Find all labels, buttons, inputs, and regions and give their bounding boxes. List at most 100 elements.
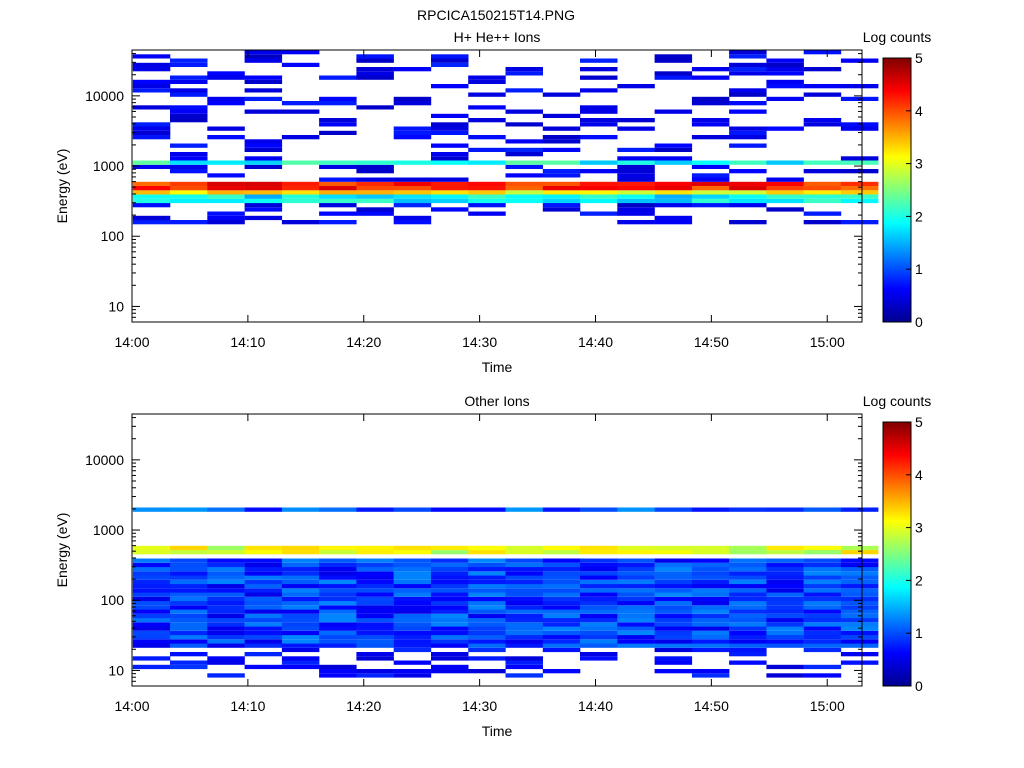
heatmap-cell [207,550,245,555]
heatmap-cell [840,558,879,563]
heatmap-cells [132,507,879,678]
heatmap-cell [281,635,320,640]
heatmap-cell [691,173,730,178]
heatmap-cell [654,147,693,152]
heatmap-cell [766,643,804,648]
heatmap-cell [505,109,543,114]
heatmap-cell [766,96,804,101]
heatmap-cell [840,579,879,585]
heatmap-cell [580,643,618,648]
heatmap-cell [281,198,320,204]
heatmap-cell [542,639,581,644]
heatmap-cell [617,588,655,593]
heatmap-cell [580,105,618,110]
heatmap-cell [244,186,283,191]
heatmap-cell [431,652,469,657]
heatmap-cell [542,588,581,593]
colorbar-tick-label: 3 [915,520,923,536]
heatmap-cell [654,647,693,653]
heatmap-cell [244,609,283,614]
heatmap-cell [505,567,543,572]
heatmap-cell [281,656,320,661]
heatmap-cell [691,75,730,80]
heatmap-cell [542,181,581,186]
heatmap-cell [580,579,618,585]
colorbar [882,421,912,687]
x-axis-label: Time [482,723,513,739]
heatmap-cell [170,62,208,67]
heatmap-cell [468,203,506,208]
heatmap-cell [281,135,320,140]
heatmap-cell [729,647,767,653]
heatmap-cell [766,550,804,555]
heatmap-cell [580,567,618,572]
heatmap-cell [766,207,804,212]
heatmap-cell [170,550,208,555]
heatmap-cell [542,613,581,619]
heatmap-cell [542,575,581,580]
heatmap-cell [542,562,581,568]
heatmap-cell [281,507,320,512]
x-tick-label: 14:30 [462,334,497,350]
heatmap-cell [170,75,208,80]
heatmap-cell [393,194,432,199]
heatmap-cell [319,211,357,216]
heatmap-cell [729,88,767,93]
heatmap-cell [170,613,208,619]
heatmap-cell [580,58,618,63]
heatmap-cell [132,630,171,636]
heatmap-cell [431,630,469,636]
heatmap-cell [691,639,730,644]
heatmap-cell [468,571,506,576]
heatmap-cell [505,190,543,195]
heatmap-cell [281,160,320,165]
heatmap-cell [617,571,655,576]
heatmap-cell [654,660,693,665]
heatmap-cell [840,194,879,199]
heatmap-cell [617,147,655,152]
heatmap-cell [803,630,842,636]
heatmap-cell [505,545,543,551]
heatmap-cell [393,639,432,644]
heatmap-cell [654,160,693,165]
heatmap-cell [431,639,469,644]
heatmap-cell [170,156,208,161]
heatmap-cell [766,673,804,678]
heatmap-cell [691,118,730,123]
heatmap-cell [132,550,171,555]
heatmap-cell [468,198,506,204]
heatmap-cell [393,96,432,101]
heatmap-cell [132,626,171,631]
heatmap-cell [356,169,394,174]
heatmap-cell [580,588,618,593]
heatmap-cell [542,605,581,610]
heatmap-cell [468,567,506,572]
heatmap-cell [580,135,618,140]
heatmap-cell [356,58,394,63]
heatmap-cell [431,669,469,674]
heatmap-cell [729,626,767,631]
heatmap-cell [132,181,171,186]
heatmap-cell [505,618,543,623]
heatmap-cell [244,584,283,589]
heatmap-cell [170,79,208,84]
heatmap-cell [244,156,283,161]
heatmap-cell [132,545,171,551]
y-tick-label: 1000 [93,522,124,538]
heatmap-cell [840,84,879,89]
heatmap-cell [580,88,618,93]
heatmap-cell [505,626,543,631]
heatmap-cell [803,160,842,165]
heatmap-cell [393,177,432,182]
heatmap-cell [617,567,655,572]
heatmap-cell [356,669,394,674]
heatmap-cell [542,113,581,118]
heatmap-cell [617,601,655,606]
heatmap-cell [729,562,767,568]
heatmap-cell [468,160,506,165]
heatmap-cell [244,143,283,148]
heatmap-cell [654,639,693,644]
heatmap-cell [468,635,506,640]
heatmap-cell [356,545,394,551]
heatmap-cell [468,669,506,674]
